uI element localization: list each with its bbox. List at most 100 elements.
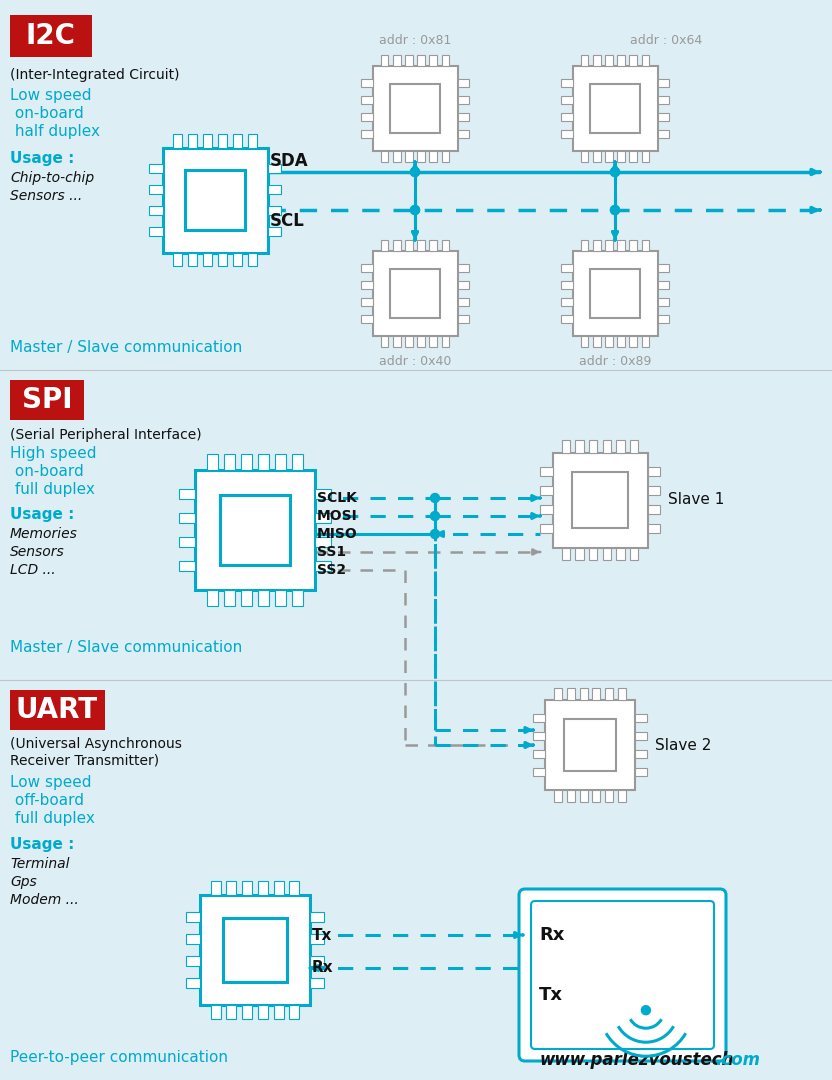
Bar bbox=[592, 789, 601, 801]
Bar bbox=[188, 134, 197, 148]
Text: UART: UART bbox=[16, 696, 98, 724]
Bar bbox=[562, 315, 572, 323]
Bar bbox=[381, 240, 389, 251]
Bar bbox=[581, 151, 588, 162]
Bar bbox=[218, 134, 227, 148]
Text: on-board: on-board bbox=[10, 106, 84, 121]
Bar bbox=[629, 55, 637, 66]
Bar bbox=[210, 1005, 220, 1020]
Bar bbox=[657, 265, 669, 272]
Bar bbox=[417, 336, 425, 347]
Text: Usage :: Usage : bbox=[10, 837, 74, 852]
Bar bbox=[429, 240, 437, 251]
Bar bbox=[617, 336, 625, 347]
Bar bbox=[458, 79, 468, 86]
Bar bbox=[581, 336, 588, 347]
Bar bbox=[581, 240, 588, 251]
Bar bbox=[641, 240, 649, 251]
Bar bbox=[258, 590, 269, 606]
Bar bbox=[275, 590, 286, 606]
Bar bbox=[635, 714, 646, 723]
Bar bbox=[417, 151, 425, 162]
Bar bbox=[405, 151, 413, 162]
Bar bbox=[641, 151, 649, 162]
Text: Low speed: Low speed bbox=[10, 775, 92, 789]
Bar bbox=[647, 468, 660, 476]
Text: full duplex: full duplex bbox=[10, 482, 95, 497]
Bar bbox=[458, 265, 468, 272]
Text: (Inter-Integrated Circuit): (Inter-Integrated Circuit) bbox=[10, 68, 180, 82]
Bar bbox=[226, 1005, 236, 1020]
Bar bbox=[258, 455, 269, 470]
Bar bbox=[562, 298, 572, 306]
Bar bbox=[567, 688, 575, 700]
Bar bbox=[186, 934, 200, 944]
Bar bbox=[647, 524, 660, 532]
Bar bbox=[540, 486, 552, 495]
Bar bbox=[572, 66, 657, 151]
Text: Master / Slave communication: Master / Slave communication bbox=[10, 640, 242, 654]
Bar bbox=[233, 253, 242, 266]
Text: Tx: Tx bbox=[539, 986, 563, 1004]
Bar bbox=[405, 336, 413, 347]
Bar bbox=[602, 441, 611, 453]
Bar bbox=[258, 880, 268, 895]
Bar bbox=[242, 1005, 252, 1020]
Bar bbox=[442, 151, 449, 162]
Bar bbox=[195, 470, 315, 590]
Bar bbox=[630, 441, 638, 453]
Bar bbox=[173, 134, 182, 148]
Bar bbox=[442, 55, 449, 66]
Bar bbox=[540, 505, 552, 514]
Bar bbox=[206, 455, 217, 470]
Bar bbox=[580, 789, 587, 801]
Bar bbox=[630, 548, 638, 559]
Bar bbox=[562, 130, 572, 138]
Bar bbox=[393, 240, 401, 251]
Bar bbox=[373, 66, 458, 151]
Bar bbox=[361, 265, 373, 272]
Bar bbox=[572, 251, 657, 336]
Bar bbox=[629, 336, 637, 347]
Text: MOSI: MOSI bbox=[317, 509, 358, 523]
Bar bbox=[315, 537, 330, 548]
Bar bbox=[641, 55, 649, 66]
Bar bbox=[381, 55, 389, 66]
Bar bbox=[657, 130, 669, 138]
Bar bbox=[361, 281, 373, 288]
Bar bbox=[442, 240, 449, 251]
Bar bbox=[203, 134, 212, 148]
Bar bbox=[393, 151, 401, 162]
Bar bbox=[173, 253, 182, 266]
Bar bbox=[180, 537, 195, 548]
Bar bbox=[268, 206, 281, 215]
Text: LCD ...: LCD ... bbox=[10, 563, 56, 577]
Bar bbox=[390, 269, 439, 319]
Text: www.parlezvoustech: www.parlezvoustech bbox=[540, 1051, 735, 1069]
Bar bbox=[458, 298, 468, 306]
Bar bbox=[429, 151, 437, 162]
Text: Receiver Transmitter): Receiver Transmitter) bbox=[10, 753, 159, 767]
Bar bbox=[657, 113, 669, 121]
Bar bbox=[657, 79, 669, 86]
Text: SCLK: SCLK bbox=[317, 491, 357, 505]
Bar bbox=[442, 336, 449, 347]
Bar bbox=[567, 789, 575, 801]
Text: Peer-to-peer communication: Peer-to-peer communication bbox=[10, 1050, 228, 1065]
Bar bbox=[248, 134, 257, 148]
Bar bbox=[381, 336, 389, 347]
Bar bbox=[458, 96, 468, 104]
Bar bbox=[562, 79, 572, 86]
Text: off-board: off-board bbox=[10, 793, 84, 808]
Circle shape bbox=[430, 529, 439, 539]
Bar bbox=[572, 472, 627, 527]
Bar bbox=[417, 55, 425, 66]
Text: addr : 0x89: addr : 0x89 bbox=[579, 355, 651, 368]
Bar bbox=[361, 315, 373, 323]
Text: Usage :: Usage : bbox=[10, 151, 74, 166]
Bar bbox=[576, 548, 584, 559]
Bar bbox=[248, 253, 257, 266]
Bar bbox=[405, 240, 413, 251]
Bar bbox=[554, 789, 562, 801]
Text: Sensors ...: Sensors ... bbox=[10, 189, 82, 203]
